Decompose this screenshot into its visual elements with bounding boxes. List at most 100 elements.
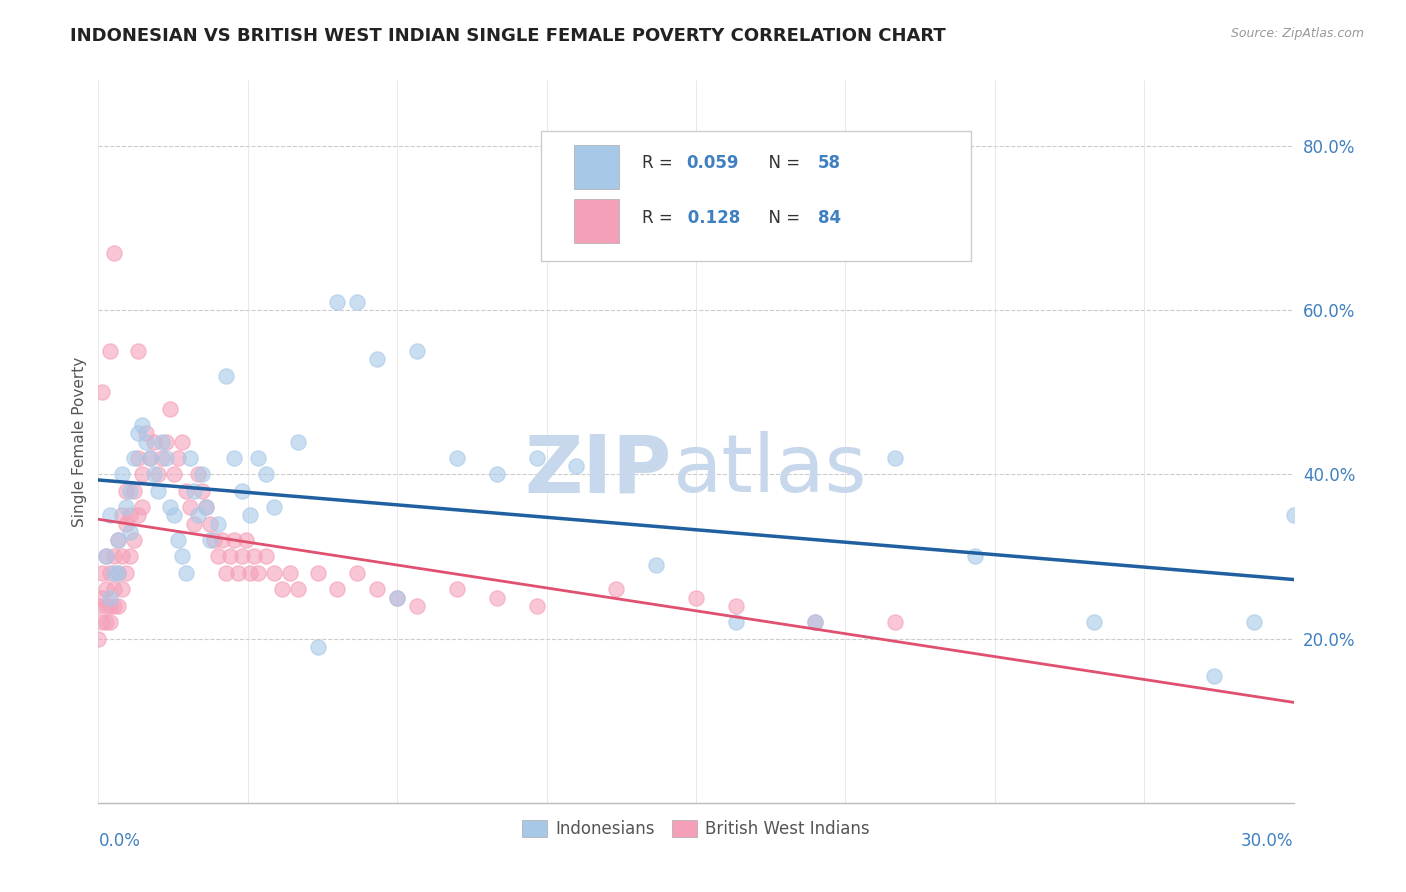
Point xyxy=(226,566,249,580)
Point xyxy=(645,558,668,572)
Point xyxy=(685,591,707,605)
Point xyxy=(98,591,122,605)
Point xyxy=(198,516,221,531)
Point xyxy=(191,467,214,482)
Text: 84: 84 xyxy=(818,209,841,227)
Point xyxy=(278,566,301,580)
Point xyxy=(111,549,134,564)
Point xyxy=(239,566,262,580)
Text: 30.0%: 30.0% xyxy=(1241,831,1294,850)
Point xyxy=(167,450,190,465)
Text: ZIP: ZIP xyxy=(524,432,672,509)
Point xyxy=(804,615,827,630)
Point xyxy=(111,582,134,597)
Point xyxy=(307,640,329,654)
Point xyxy=(120,549,142,564)
Point xyxy=(963,549,986,564)
Point xyxy=(115,516,138,531)
Point xyxy=(103,582,125,597)
Point xyxy=(115,566,138,580)
Point xyxy=(124,450,146,465)
Point xyxy=(135,434,157,449)
Point xyxy=(202,533,225,547)
Point xyxy=(183,516,205,531)
Point xyxy=(724,599,747,613)
Point xyxy=(884,450,907,465)
Point xyxy=(195,500,218,515)
Legend: Indonesians, British West Indians: Indonesians, British West Indians xyxy=(516,814,876,845)
Point xyxy=(385,591,409,605)
Point xyxy=(1202,668,1225,682)
Point xyxy=(103,599,125,613)
Point xyxy=(246,450,269,465)
Point xyxy=(103,566,125,580)
Point xyxy=(287,434,309,449)
Point xyxy=(107,599,129,613)
Point xyxy=(91,385,114,400)
Point xyxy=(231,483,253,498)
Point xyxy=(446,582,468,597)
Point xyxy=(167,533,190,547)
Point xyxy=(174,483,197,498)
Point xyxy=(120,483,142,498)
Point xyxy=(207,516,229,531)
Point xyxy=(163,467,186,482)
Point xyxy=(111,467,134,482)
Point xyxy=(195,500,218,515)
Point xyxy=(174,566,197,580)
Point xyxy=(150,434,173,449)
Point xyxy=(98,344,122,359)
Point xyxy=(91,591,114,605)
Text: N =: N = xyxy=(758,154,806,172)
Point xyxy=(1282,508,1305,523)
Point xyxy=(231,549,253,564)
Bar xyxy=(574,200,620,243)
Point xyxy=(526,599,548,613)
Point xyxy=(107,566,129,580)
Point xyxy=(107,566,129,580)
Point xyxy=(127,450,149,465)
Point xyxy=(172,434,194,449)
Point xyxy=(366,582,388,597)
Point xyxy=(111,508,134,523)
Point xyxy=(215,368,238,383)
Point xyxy=(96,599,118,613)
Point xyxy=(1083,615,1105,630)
Point xyxy=(406,599,429,613)
Point xyxy=(155,450,177,465)
Point xyxy=(326,582,349,597)
Text: Source: ZipAtlas.com: Source: ZipAtlas.com xyxy=(1230,27,1364,40)
Point xyxy=(150,450,173,465)
Point xyxy=(254,467,277,482)
Point xyxy=(107,533,129,547)
Point xyxy=(385,591,409,605)
Point xyxy=(406,344,429,359)
Point xyxy=(605,582,627,597)
Point xyxy=(172,549,194,564)
Point xyxy=(179,450,201,465)
Point xyxy=(239,508,262,523)
Point xyxy=(107,533,129,547)
Text: INDONESIAN VS BRITISH WEST INDIAN SINGLE FEMALE POVERTY CORRELATION CHART: INDONESIAN VS BRITISH WEST INDIAN SINGLE… xyxy=(70,27,946,45)
Point xyxy=(96,615,118,630)
Point xyxy=(215,566,238,580)
Point xyxy=(1243,615,1265,630)
Point xyxy=(243,549,266,564)
Point xyxy=(98,508,122,523)
Point xyxy=(139,450,162,465)
Point xyxy=(163,508,186,523)
Point xyxy=(187,467,209,482)
Point xyxy=(159,500,181,515)
Point xyxy=(87,632,110,646)
Point xyxy=(724,615,747,630)
Point xyxy=(804,615,827,630)
Point xyxy=(155,434,177,449)
Point xyxy=(135,426,157,441)
Point xyxy=(115,483,138,498)
Point xyxy=(307,566,329,580)
Point xyxy=(143,434,166,449)
Point xyxy=(366,352,388,367)
Text: atlas: atlas xyxy=(672,432,866,509)
Point xyxy=(179,500,201,515)
Point xyxy=(159,401,181,416)
